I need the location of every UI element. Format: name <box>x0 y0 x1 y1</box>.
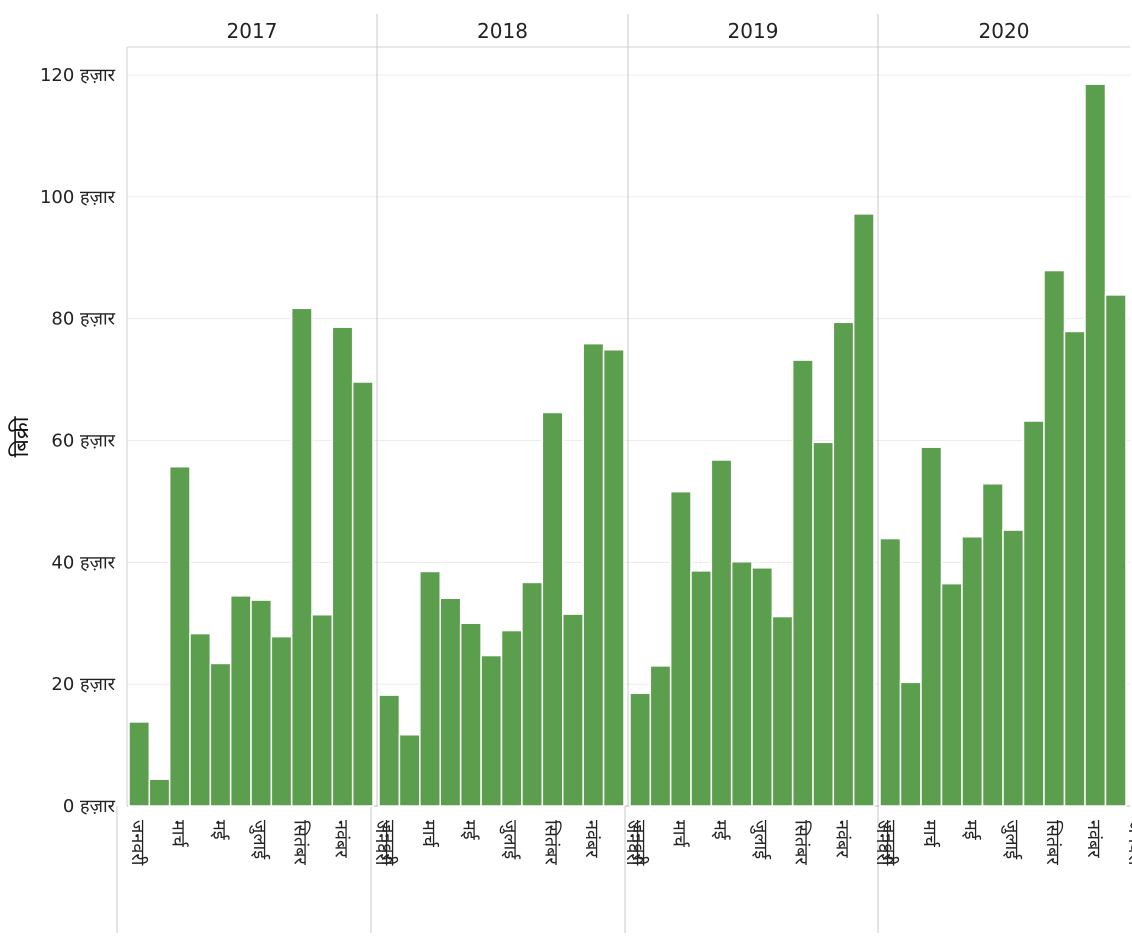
x-tick-label: जनवरी <box>872 820 894 866</box>
panel-title: 2017 <box>227 19 278 43</box>
year-panel-2017: 2017 जनवरी मार्च मई जुलाई सितंबर नवंबर जनवरी <box>127 19 393 866</box>
bar <box>351 381 374 807</box>
bar <box>419 570 442 807</box>
bar <box>791 359 814 807</box>
bar <box>311 613 334 807</box>
x-tick-label: मार्च <box>669 820 691 848</box>
x-tick-label: जनवरी <box>377 820 399 866</box>
bar <box>1104 294 1127 807</box>
y-tick-label: 120 हज़ार <box>40 65 116 86</box>
bar <box>1022 420 1045 807</box>
bar <box>250 599 273 807</box>
bar <box>500 629 523 807</box>
bar <box>229 595 252 807</box>
bar <box>331 326 354 807</box>
bar <box>168 465 191 807</box>
x-tick-label: जनवरी <box>878 820 900 866</box>
bar <box>940 582 963 807</box>
bar <box>480 654 503 807</box>
bar <box>602 348 625 807</box>
bar <box>771 615 794 807</box>
x-tick-label: जुलाई <box>500 820 522 860</box>
panel-title: 2019 <box>728 19 779 43</box>
x-tick-label: सितंबर <box>791 820 813 865</box>
bar <box>961 535 984 807</box>
x-tick-label: जनवरी <box>1124 820 1132 866</box>
x-tick-label: मई <box>960 820 982 841</box>
x-tick-label: जुलाई <box>1001 820 1023 860</box>
y-axis-title: बिक्री <box>8 416 34 457</box>
x-tick-label: जुलाई <box>750 820 772 860</box>
x-tick-label: जुलाई <box>249 820 271 860</box>
bar <box>812 441 835 807</box>
x-tick-label: जनवरी <box>127 820 149 866</box>
bar <box>690 570 713 807</box>
panel-title: 2020 <box>979 19 1030 43</box>
y-tick-label: 0 हज़ार <box>63 796 116 817</box>
bar <box>981 483 1004 807</box>
x-tick-label: मई <box>208 820 230 841</box>
y-tick-label: 80 हज़ार <box>51 309 115 330</box>
bar <box>521 581 544 807</box>
bar <box>920 446 943 807</box>
bar <box>1002 529 1025 807</box>
y-tick-label: 20 हज़ार <box>51 674 115 695</box>
year-panel-2019: 2019 जनवरी मार्च मई जुलाई सितंबर नवंबर जनवरी <box>628 19 894 866</box>
y-tick-label: 60 हज़ार <box>51 431 115 452</box>
bar <box>290 307 313 807</box>
bar <box>629 692 652 807</box>
bar <box>378 694 401 807</box>
year-panel-2018: 2018 जनवरी मार्च मई जुलाई सितंबर नवंबर जनवरी <box>377 19 644 866</box>
x-tick-label: नवंबर <box>330 820 351 858</box>
x-tick-label: मई <box>459 820 481 841</box>
x-tick-label: सितंबर <box>540 820 562 865</box>
y-axis: 0 हज़ार 20 हज़ार 40 हज़ार 60 हज़ार 80 हज़ार 1… <box>40 65 116 817</box>
x-tick-label: मार्च <box>168 820 190 848</box>
bar <box>730 560 753 807</box>
bar <box>710 459 733 807</box>
bar <box>270 635 293 807</box>
x-tick-label: जनवरी <box>622 820 644 866</box>
bar <box>1063 330 1086 807</box>
bar <box>209 662 232 807</box>
bar <box>562 613 584 807</box>
bar <box>541 411 564 807</box>
bar <box>669 490 692 807</box>
bar <box>1043 269 1066 807</box>
y-tick-label: 100 हज़ार <box>40 187 116 208</box>
x-tick-label: जनवरी <box>628 820 650 866</box>
bar <box>459 622 482 807</box>
bar <box>148 778 171 807</box>
x-tick-label: मार्च <box>919 820 941 848</box>
x-tick-label: सितंबर <box>290 820 312 865</box>
bar <box>751 567 774 807</box>
y-tick-label: 40 हज़ार <box>51 552 115 573</box>
x-tick-label: नवंबर <box>831 820 852 858</box>
bar <box>832 321 855 807</box>
bar <box>1084 83 1107 807</box>
bar <box>398 733 421 807</box>
x-tick-label: सितंबर <box>1042 820 1064 865</box>
bar <box>899 681 922 807</box>
bar <box>128 721 151 807</box>
year-panel-2020: 2020 जनवरी मार्च मई जुलाई सितंबर नवंबर जनवरी <box>878 19 1132 866</box>
panel-title: 2018 <box>477 19 528 43</box>
x-tick-label: मार्च <box>418 820 440 848</box>
bar <box>852 213 875 807</box>
x-tick-label: नवंबर <box>581 820 602 858</box>
x-tick-label: जनवरी <box>371 820 393 866</box>
x-tick-label: नवंबर <box>1083 820 1104 858</box>
bar <box>439 597 462 807</box>
x-tick-label: मई <box>709 820 731 841</box>
bar <box>649 665 672 807</box>
bar <box>582 342 605 807</box>
bar <box>189 632 212 807</box>
bar <box>879 537 902 807</box>
